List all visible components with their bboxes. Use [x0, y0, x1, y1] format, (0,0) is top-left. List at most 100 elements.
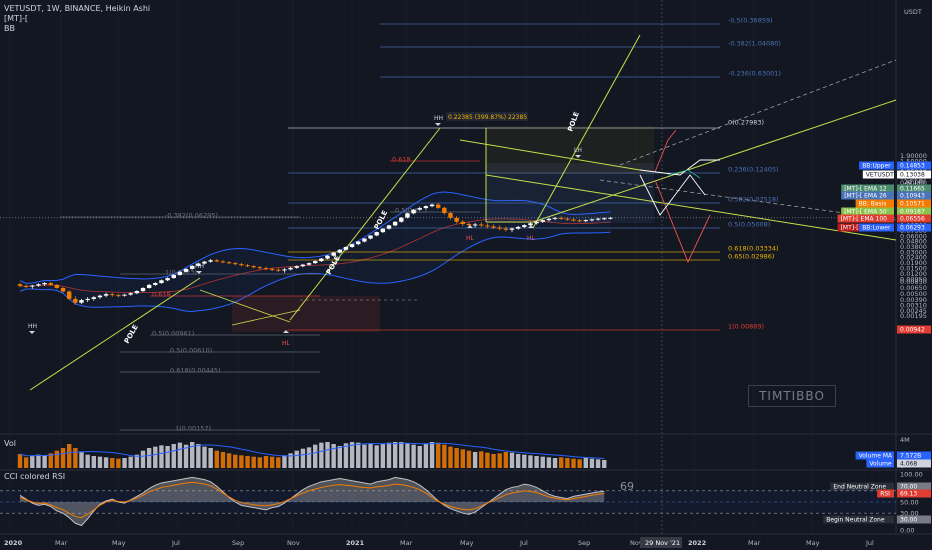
candle-body	[257, 267, 263, 269]
candle-body	[202, 261, 207, 264]
candle-body	[319, 258, 324, 262]
volume-bar	[23, 457, 29, 468]
legend-indicator-mt[interactable]: [MT]-[	[4, 14, 29, 23]
volume-bar	[146, 448, 152, 468]
cci-tag-name-box	[830, 482, 894, 491]
swing-label: HH	[195, 263, 204, 270]
cci-tick-label: 50.00	[900, 499, 919, 507]
wedge-upper	[459, 139, 641, 171]
candle-body	[565, 218, 570, 220]
candle-body	[54, 284, 60, 288]
volume-tag-name-box	[866, 459, 894, 468]
volume-bar	[429, 442, 435, 468]
flag-upper	[199, 289, 291, 323]
volume-bar	[356, 442, 361, 468]
volume-tag-name-box	[855, 451, 894, 460]
price-tag-name: [MT]-[ EMA 100	[841, 216, 888, 223]
price-axis-currency: USDT	[904, 8, 922, 16]
zigzag-teal	[667, 169, 701, 179]
fib-zone-gold	[486, 126, 654, 174]
volume-bar	[183, 444, 189, 468]
volume-bar	[479, 451, 484, 468]
candle-body	[362, 238, 367, 242]
volume-bar	[30, 456, 35, 468]
volume-bar	[36, 454, 41, 468]
pole-line-1	[29, 277, 201, 391]
volume-bar	[245, 456, 250, 468]
legend-indicator-bb[interactable]: BB	[4, 24, 15, 33]
candle-body	[214, 260, 219, 262]
candle-body	[595, 218, 601, 220]
candle-body	[91, 297, 96, 299]
cci-tag-name: End Neutral Zone	[833, 484, 886, 491]
volume-bar	[17, 454, 23, 468]
price-tag-value-box	[897, 207, 931, 216]
measure-box	[446, 112, 528, 121]
trend-line-up	[532, 99, 897, 223]
candle-body	[608, 217, 613, 219]
candle-body	[589, 219, 595, 221]
fib-level-label: -0.382(1.04080)	[728, 40, 781, 48]
legend-volume[interactable]: Vol	[4, 439, 16, 448]
price-tick-label: 0.00950	[900, 275, 927, 283]
volume-bar	[509, 452, 515, 468]
candle-body	[159, 280, 164, 284]
fib-level-label: 0.65(0.02986)	[728, 253, 774, 261]
candle-body	[349, 244, 355, 247]
candle-body	[577, 220, 582, 222]
volume-bar	[497, 453, 502, 468]
time-tick-label: 2022	[688, 539, 706, 547]
candle-body	[17, 284, 23, 286]
volume-bar	[546, 457, 552, 468]
volume-bar	[196, 444, 201, 468]
price-tag-name: [MT]-[ EMA 12	[844, 186, 887, 193]
volume-bar	[171, 444, 176, 468]
swing-marker	[196, 271, 202, 274]
volume-bar	[343, 443, 349, 468]
volume-bar	[528, 455, 533, 468]
price-tag-countdown: 2d 14h	[904, 179, 925, 186]
volume-bar	[208, 448, 213, 468]
price-tag-name: BB:Lower	[862, 225, 891, 232]
price-tick-label: 0.01900	[900, 259, 927, 267]
time-tick-label: Mar	[55, 539, 68, 547]
legend-symbol[interactable]: VETUSDT, 1W, BINANCE, Heikin Ashi	[4, 4, 151, 13]
volume-bar	[491, 454, 496, 468]
candle-body	[110, 294, 115, 296]
volume-bar	[165, 446, 170, 468]
price-tag-value: 0.11665	[900, 186, 925, 193]
time-axis[interactable]: 2020 Mar May Jul Sep Nov 2021 Mar May Jul Sep Nov 20…	[4, 537, 874, 548]
price-tick-label: 0.00195	[900, 312, 927, 320]
volume-bar	[110, 458, 115, 468]
cci-tag-value-box	[897, 515, 931, 524]
candle-body	[491, 226, 496, 228]
volume-bar	[436, 442, 441, 468]
fib-zone-blue	[486, 163, 654, 223]
candle-body	[128, 293, 133, 295]
swing-label: HL	[282, 340, 291, 347]
candle-body	[48, 283, 53, 285]
candle-body	[417, 208, 422, 210]
candle-body	[183, 268, 189, 272]
swing-marker	[283, 330, 289, 333]
trend-line-down	[485, 174, 897, 241]
legend-cci-rsi[interactable]: CCI colored RSI	[4, 472, 66, 481]
price-tick-label: 0.00310	[900, 301, 927, 309]
candle-body	[374, 232, 379, 236]
volume-bar	[460, 449, 465, 468]
bb-basis-line	[19, 218, 611, 293]
candle-body	[559, 217, 564, 219]
volume-ma-line	[19, 442, 605, 459]
rsi-current-label: 69	[620, 480, 634, 493]
cci-tag-name: Begin Neutral Zone	[826, 517, 885, 524]
volume-bar	[319, 442, 324, 468]
fib-zone-red	[232, 296, 380, 332]
candle-body	[79, 300, 84, 303]
candle-body	[153, 283, 158, 285]
time-tick-label: 2021	[346, 539, 365, 547]
swing-marker	[29, 331, 35, 334]
candle-body	[251, 266, 256, 268]
volume-bar	[454, 448, 459, 468]
volume-bar	[380, 444, 386, 468]
